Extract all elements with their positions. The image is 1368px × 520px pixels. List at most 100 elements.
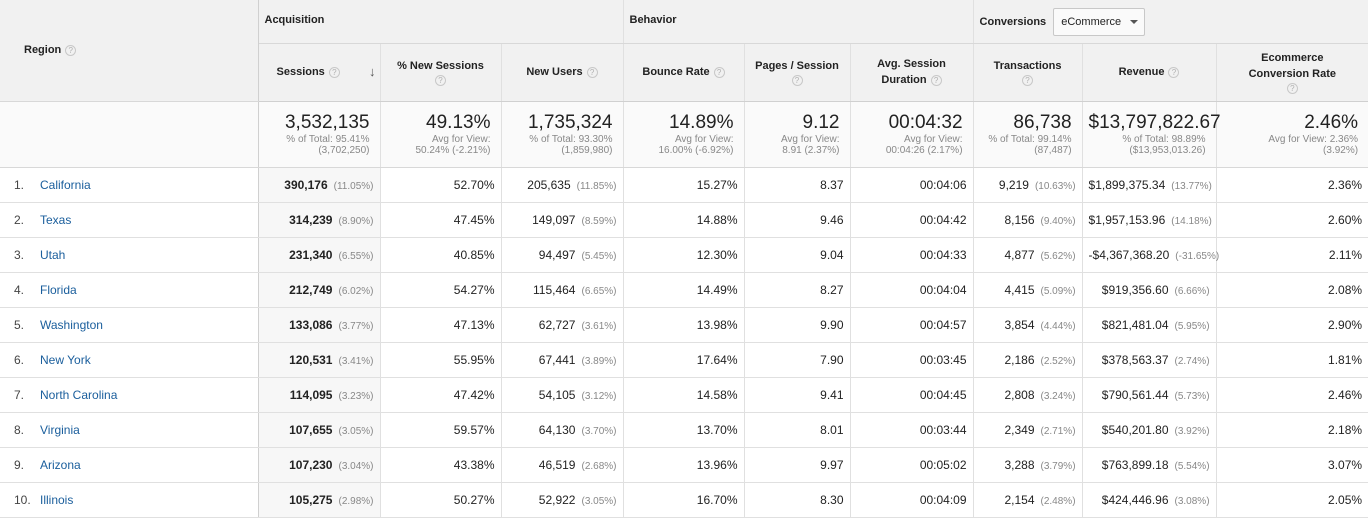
cell-value: 4,415 bbox=[1004, 282, 1035, 297]
pages-session-cell: 9.97 bbox=[744, 447, 851, 483]
region-link[interactable]: North Carolina bbox=[40, 387, 118, 402]
region-link[interactable]: Florida bbox=[40, 282, 77, 297]
column-header-conv-rate[interactable]: Ecommerce Conversion Rate? bbox=[1216, 43, 1368, 102]
cell-value: 3.07% bbox=[1328, 457, 1363, 472]
help-icon[interactable]: ? bbox=[586, 66, 598, 78]
column-header-label: Pages / Session bbox=[755, 60, 839, 72]
column-header-avg-duration[interactable]: Avg. Session Duration? bbox=[850, 43, 974, 102]
help-icon[interactable]: ? bbox=[930, 74, 942, 86]
avg-duration-cell: 00:04:42 bbox=[850, 202, 974, 238]
bounce-rate-cell: 16.70% bbox=[623, 482, 745, 518]
cell-value: 2,349 bbox=[1004, 422, 1035, 437]
table-row: 2. Texas 314,239 (8.90%) 47.45% 149,097 (8.59%… bbox=[0, 202, 1368, 238]
pages-session-cell: 8.27 bbox=[744, 272, 851, 308]
column-header-label: Revenue bbox=[1118, 66, 1165, 78]
cell-value: 205,635 bbox=[527, 177, 571, 192]
region-link[interactable]: Arizona bbox=[40, 457, 81, 472]
cell-percent: (14.18%) bbox=[1171, 215, 1212, 227]
region-link[interactable]: Utah bbox=[40, 247, 66, 262]
cell-value: 105,275 bbox=[289, 492, 333, 507]
pages-session-cell: 9.41 bbox=[744, 377, 851, 413]
region-link[interactable]: California bbox=[40, 177, 91, 192]
region-link[interactable]: Virginia bbox=[40, 422, 80, 437]
cell-value: 14.88% bbox=[696, 212, 738, 227]
help-icon[interactable]: ? bbox=[713, 66, 725, 78]
region-link[interactable]: New York bbox=[40, 352, 91, 367]
cell-percent: (5.62%) bbox=[1040, 250, 1076, 262]
cell-value: 2,186 bbox=[1004, 352, 1035, 367]
column-header-sessions[interactable]: Sessions? ↓ bbox=[258, 43, 381, 102]
cell-value: 00:04:42 bbox=[919, 212, 967, 227]
conversion-rate-cell: 1.81% bbox=[1216, 342, 1368, 378]
region-link[interactable]: Washington bbox=[40, 317, 103, 332]
column-header-new-users[interactable]: New Users? bbox=[501, 43, 624, 102]
conversion-rate-cell: 2.46% bbox=[1216, 377, 1368, 413]
cell-value: $763,899.18 bbox=[1101, 457, 1169, 472]
new-users-cell: 54,105 (3.12%) bbox=[501, 377, 624, 413]
conversion-rate-cell: 2.08% bbox=[1216, 272, 1368, 308]
bounce-rate-cell: 15.27% bbox=[623, 167, 745, 203]
avg-duration-cell: 00:05:02 bbox=[850, 447, 974, 483]
total-value: 00:04:32 bbox=[888, 111, 963, 133]
cell-percent: (11.85%) bbox=[576, 180, 617, 192]
sort-down-arrow-icon[interactable]: ↓ bbox=[369, 63, 376, 79]
new-users-cell: 46,519 (2.68%) bbox=[501, 447, 624, 483]
column-header-bounce-rate[interactable]: Bounce Rate? bbox=[623, 43, 745, 102]
table-row: 10. Illinois 105,275 (2.98%) 50.27% 52,922 (3.… bbox=[0, 482, 1368, 518]
cell-value: 2.46% bbox=[1328, 387, 1363, 402]
transactions-cell: 2,154 (2.48%) bbox=[973, 482, 1083, 518]
help-icon[interactable]: ? bbox=[435, 75, 446, 86]
total-caption: (3,702,250) bbox=[318, 144, 370, 156]
cell-value: 8.30 bbox=[820, 492, 844, 507]
region-link[interactable]: Texas bbox=[40, 212, 72, 227]
conversions-goal-dropdown[interactable]: eCommerce bbox=[1053, 8, 1146, 36]
column-header-revenue[interactable]: Revenue? bbox=[1082, 43, 1217, 102]
cell-value: 43.38% bbox=[453, 457, 495, 472]
totals-sessions: 3,532,135% of Total: 95.41% (3,702,250) bbox=[258, 101, 381, 168]
region-link[interactable]: Illinois bbox=[40, 492, 74, 507]
cell-percent: (2.48%) bbox=[1040, 495, 1076, 507]
help-icon[interactable]: ? bbox=[65, 44, 77, 56]
column-header-pages-session[interactable]: Pages / Session? bbox=[744, 43, 851, 102]
cell-value: $424,446.96 bbox=[1101, 492, 1169, 507]
cell-value: 9.90 bbox=[820, 317, 844, 332]
new-sessions-cell: 59.57% bbox=[380, 412, 502, 448]
cell-percent: (6.66%) bbox=[1174, 285, 1210, 297]
cell-percent: (8.90%) bbox=[338, 215, 374, 227]
cell-value: 8,156 bbox=[1004, 212, 1035, 227]
help-icon[interactable]: ? bbox=[1286, 83, 1298, 94]
totals-revenue: $13,797,822.67% of Total: 98.89% ($13,953… bbox=[1082, 101, 1221, 168]
column-header-new-sessions[interactable]: % New Sessions? bbox=[380, 43, 502, 102]
cell-percent: (5.09%) bbox=[1040, 285, 1076, 297]
cell-percent: (3.05%) bbox=[338, 425, 374, 437]
column-header-label: Ecommerce bbox=[1261, 52, 1324, 64]
revenue-cell: $821,481.04 (5.95%) bbox=[1082, 307, 1217, 343]
cell-value: 107,655 bbox=[289, 422, 333, 437]
total-value: 9.12 bbox=[802, 111, 840, 133]
help-icon[interactable]: ? bbox=[1168, 66, 1180, 78]
totals-region-cell bbox=[0, 101, 259, 168]
new-users-cell: 205,635 (11.85%) bbox=[501, 167, 624, 203]
revenue-cell: $424,446.96 (3.08%) bbox=[1082, 482, 1217, 518]
cell-percent: (3.04%) bbox=[338, 460, 374, 472]
help-icon[interactable]: ? bbox=[328, 66, 340, 78]
total-caption: 00:04:26 (2.17%) bbox=[885, 144, 963, 156]
total-value: 2.46% bbox=[1304, 111, 1359, 133]
cell-percent: (3.61%) bbox=[581, 320, 617, 332]
cell-value: $821,481.04 bbox=[1101, 317, 1169, 332]
cell-percent: (3.89%) bbox=[581, 355, 617, 367]
region-header[interactable]: Region? bbox=[0, 0, 259, 102]
cell-value: 2,154 bbox=[1004, 492, 1035, 507]
caret-down-icon bbox=[1130, 20, 1139, 24]
total-caption: ($13,953,013.26) bbox=[1129, 144, 1206, 156]
cell-value: 00:04:09 bbox=[919, 492, 967, 507]
pages-session-cell: 9.90 bbox=[744, 307, 851, 343]
total-caption: % of Total: 99.14% bbox=[988, 133, 1072, 145]
column-header-label: % New Sessions bbox=[397, 60, 484, 72]
row-index: 8. bbox=[14, 422, 25, 437]
column-header-transactions[interactable]: Transactions? bbox=[973, 43, 1083, 102]
help-icon[interactable]: ? bbox=[1022, 75, 1034, 86]
bounce-rate-cell: 13.70% bbox=[623, 412, 745, 448]
help-icon[interactable]: ? bbox=[791, 75, 803, 86]
bounce-rate-cell: 14.88% bbox=[623, 202, 745, 238]
